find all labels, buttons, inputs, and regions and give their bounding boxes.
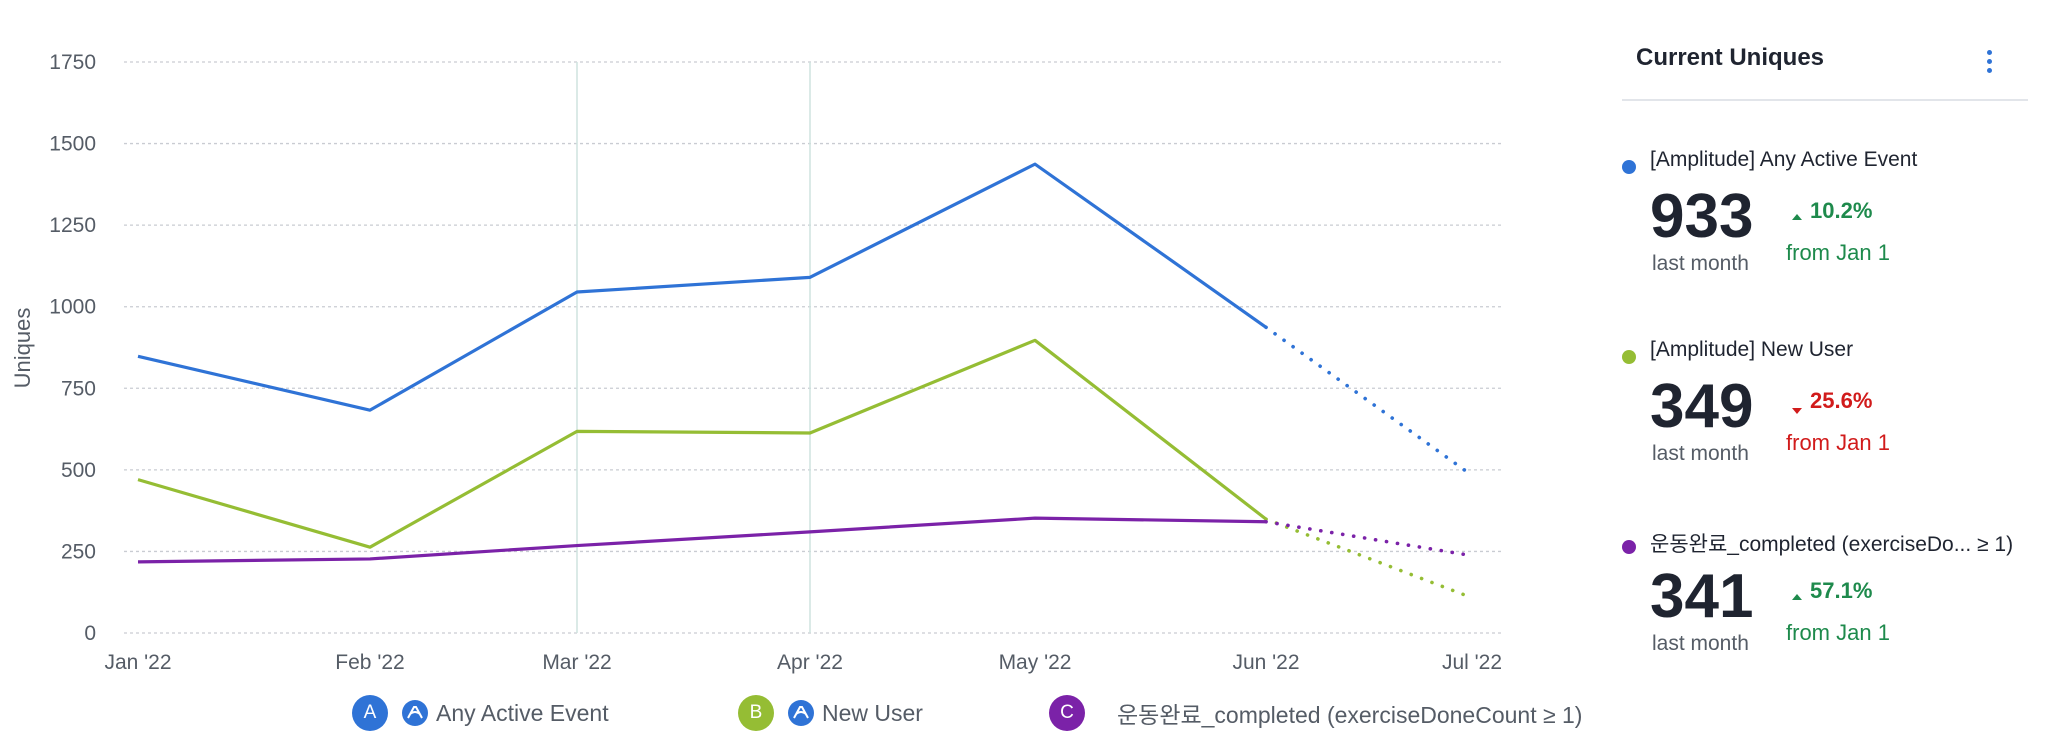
data-point[interactable] (1466, 592, 1478, 604)
trend-down-icon (1792, 408, 1802, 414)
metric-value: 933 (1650, 182, 1754, 251)
data-point[interactable] (1466, 550, 1478, 562)
data-point[interactable] (1260, 321, 1272, 333)
series-projection-a (1264, 325, 1474, 478)
amplitude-icon (788, 700, 814, 726)
panel-title: Current Uniques (1636, 44, 1825, 71)
x-tick-label: Feb '22 (335, 651, 404, 674)
series-badge-c: C (1049, 695, 1085, 731)
metric-value: 349 (1650, 372, 1754, 441)
series-line-a[interactable] (137, 162, 1267, 412)
x-tick-label: Jun '22 (1232, 651, 1299, 674)
data-point[interactable] (1029, 334, 1041, 346)
metric-from: from Jan 1 (1786, 240, 1890, 265)
x-tick-label: Jul '22 (1442, 651, 1502, 674)
series-line-b[interactable] (137, 338, 1267, 549)
series-line-c[interactable] (137, 516, 1267, 564)
series-badge-b: B (738, 695, 774, 731)
data-point[interactable] (132, 556, 144, 568)
data-point[interactable] (804, 427, 816, 439)
y-tick-label: 1500 (49, 133, 96, 156)
metric-new-user: [Amplitude] New User 349 last month 25.6… (1620, 338, 2040, 498)
metric-change: 25.6% (1810, 388, 1873, 413)
data-point[interactable] (804, 526, 816, 538)
trend-up-icon (1792, 594, 1802, 600)
data-point[interactable] (571, 286, 583, 298)
data-point[interactable] (1029, 512, 1041, 524)
metric-name: [Amplitude] Any Active Event (1650, 148, 1918, 171)
data-point[interactable] (132, 350, 144, 362)
y-tick-label: 250 (61, 540, 96, 563)
series-projection-c (1264, 519, 1474, 558)
y-tick-label: 1750 (49, 51, 96, 74)
legend-label-a: Any Active Event (436, 699, 609, 726)
x-tick-label: Jan '22 (104, 651, 171, 674)
y-tick-label: 500 (61, 459, 96, 482)
series-badge-a: A (352, 695, 388, 731)
legend-item-c[interactable]: C 운동완료_completed (exerciseDoneCount ≥ 1) (1049, 693, 1582, 733)
series-dot (1622, 540, 1636, 554)
data-point[interactable] (364, 541, 376, 553)
y-tick-label: 1000 (49, 296, 96, 319)
metric-period: last month (1652, 252, 1749, 275)
data-point[interactable] (1260, 516, 1272, 528)
metric-from: from Jan 1 (1786, 430, 1890, 455)
legend-label-c: 운동완료_completed (exerciseDoneCount ≥ 1) (1117, 702, 1583, 728)
data-point[interactable] (364, 404, 376, 416)
legend-label-b: New User (822, 699, 923, 726)
metric-period: last month (1652, 632, 1749, 655)
x-tick-label: Mar '22 (542, 651, 611, 674)
y-axis-label: Uniques (10, 308, 35, 389)
data-point[interactable] (1029, 158, 1041, 170)
metric-change: 57.1% (1810, 578, 1873, 603)
metric-name: 운동완료_completed (exerciseDo... ≥ 1) (1650, 533, 2014, 556)
data-point[interactable] (364, 553, 376, 565)
metric-value: 341 (1650, 562, 1754, 631)
y-tick-label: 0 (84, 622, 96, 645)
legend-item-b[interactable]: B New User (738, 693, 923, 733)
y-tick-label: 1250 (49, 214, 96, 237)
data-point[interactable] (1466, 469, 1478, 481)
kebab-menu-icon[interactable] (1982, 50, 1996, 78)
panel-divider (1622, 99, 2028, 101)
metric-name: [Amplitude] New User (1650, 338, 1854, 361)
data-point[interactable] (571, 425, 583, 437)
line-chart: Uniques 0 250 500 750 1000 1250 1500 1750 Jan '… (10, 51, 1502, 674)
legend-item-a[interactable]: A Any Active Event (352, 693, 609, 733)
series-dot (1622, 350, 1636, 364)
metric-any-active-event: [Amplitude] Any Active Event 933 last mo… (1620, 148, 2040, 308)
y-tick-label: 750 (61, 377, 96, 400)
series-dot (1622, 160, 1636, 174)
amplitude-icon (402, 700, 428, 726)
metric-change: 10.2% (1810, 198, 1873, 223)
series-projection-b (1264, 517, 1474, 600)
x-tick-label: May '22 (999, 651, 1072, 674)
metric-from: from Jan 1 (1786, 620, 1890, 645)
data-point[interactable] (804, 271, 816, 283)
data-point[interactable] (132, 474, 144, 486)
metric-exercise-completed: 운동완료_completed (exerciseDo... ≥ 1) 341 l… (1620, 528, 2040, 688)
x-tick-label: Apr '22 (777, 651, 843, 674)
trend-up-icon (1792, 214, 1802, 220)
metric-period: last month (1652, 442, 1749, 465)
data-point[interactable] (571, 540, 583, 552)
